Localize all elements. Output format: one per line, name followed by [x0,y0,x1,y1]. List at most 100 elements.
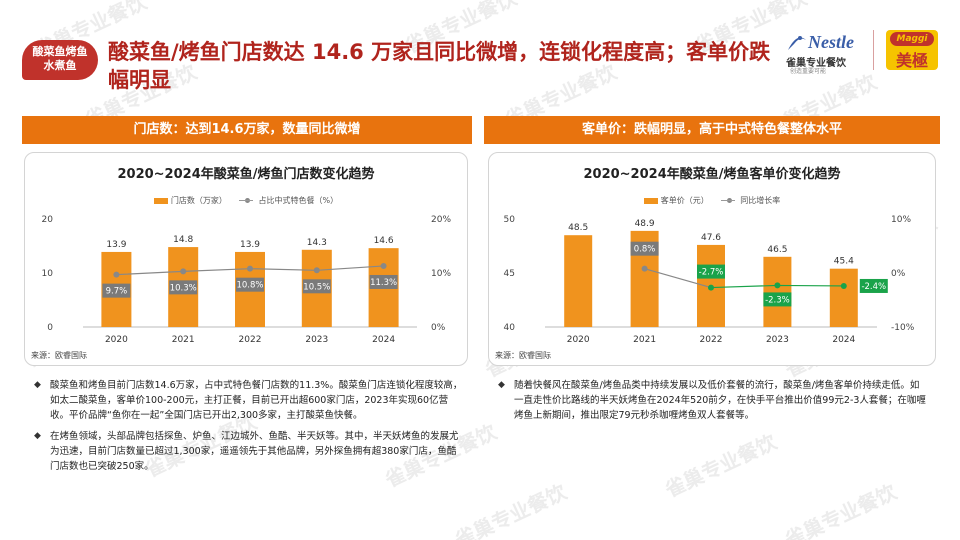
right-section-header: 客单价：跌幅明显，高于中式特色餐整体水平 [484,116,940,144]
line-point [380,262,387,269]
y2-tick-label: 0% [431,323,446,333]
line-point [708,284,714,291]
store-count-chart: 0 10 20 0% 10% 20% 13.9 2020 14.8 2021 13.9 2022 14.… [42,215,452,345]
right-bullets: 随着快餐风在酸菜鱼/烤鱼品类中持续发展以及低价套餐的流行，酸菜鱼/烤鱼客单价持续… [498,378,928,429]
store-count-chart-panel: 2020~2024年酸菜鱼/烤鱼门店数变化趋势 门店数（万家） 占比中式特色餐（… [24,152,468,366]
series-line [644,268,712,289]
y-tick-label: 0 [47,323,53,333]
x-tick-label: 2021 [172,335,195,345]
x-tick-label: 2022 [239,335,262,345]
chart-title: 2020~2024年酸菜鱼/烤鱼客单价变化趋势 [583,167,841,182]
line-value-label: -2.4% [861,282,886,292]
line-value-label: 0.8% [634,245,656,255]
maggi-chinese: 美極 [895,51,928,70]
watermark-text: 雀巢专业餐饮 [661,429,781,503]
legend-label: 占比中式特色餐（%） [258,196,339,205]
maggi-wordmark: Maggi [890,32,934,46]
line-value-label: 11.3% [370,278,397,288]
bar [829,268,858,327]
y-tick-label: 10 [42,269,54,279]
bar-value-label: 45.4 [834,257,854,267]
line-value-label: 10.5% [303,282,330,292]
legend-line-swatch [239,200,254,201]
nest-icon [788,36,806,50]
line-value-box [302,279,331,294]
x-tick-label: 2024 [372,335,395,345]
line-value-label: 9.7% [106,287,128,297]
left-section-header: 门店数：达到14.6万家，数量同比微增 [22,116,472,144]
y-tick-label: 20 [42,215,54,225]
y2-tick-label: -10% [891,323,915,333]
bar [564,235,593,327]
legend-label: 同比增长率 [740,196,781,205]
bar-value-label: 14.8 [173,235,193,245]
x-tick-label: 2024 [832,335,855,345]
line-point [113,271,120,278]
avg-spend-chart: 40 45 50 -10% 0% 10% 48.5 2020 48.9 2021 47.6 2022 4… [504,215,915,345]
legend-bar-swatch [643,197,658,204]
bullet-item: 在烤鱼领域，头部品牌包括探鱼、炉鱼、江边城外、鱼酷、半天妖等。其中，半天妖烤鱼的… [34,429,464,474]
nestle-wordmark: Nestle [808,32,854,52]
y2-tick-label: 20% [431,215,451,225]
bar-value-label: 14.3 [307,238,327,248]
x-tick-label: 2021 [633,335,656,345]
category-tag-line1: 酸菜鱼烤鱼 [32,45,88,58]
x-tick-label: 2022 [700,335,723,345]
legend-label: 客单价（元） [660,196,709,205]
page-title: 酸菜鱼/烤鱼门店数达 14.6 万家且同比微增，连锁化程度高；客单价跌幅明显 [108,40,771,92]
chart-source: 来源：欧睿国际 [31,351,87,360]
logo-divider [873,30,874,70]
line-value-label: -2.7% [699,268,724,278]
x-tick-label: 2023 [766,335,789,345]
bullet-item: 酸菜鱼和烤鱼目前门店数14.6万家，占中式特色餐门店数的11.3%。酸菜鱼门店连… [34,378,464,423]
bar-value-label: 13.9 [240,240,260,250]
y-tick-label: 40 [504,323,516,333]
category-tag-line2: 水煮鱼 [43,59,77,72]
avg-spend-chart-panel: 2020~2024年酸菜鱼/烤鱼客单价变化趋势 客单价（元） 同比增长率 40 4… [488,152,936,366]
chart-source: 来源：欧睿国际 [495,351,551,360]
line-value-label: 10.3% [170,283,197,293]
bar-value-label: 14.6 [374,236,394,246]
legend-label: 门店数（万家） [170,196,227,205]
line-value-box [763,292,792,307]
x-tick-label: 2023 [305,335,328,345]
line-value-label: 10.8% [236,281,263,291]
watermark-text: 雀巢专业餐饮 [451,479,571,540]
x-tick-label: 2020 [567,335,590,345]
chart-legend: 客单价（元） 同比增长率 [489,195,935,206]
line-value-box [102,283,131,298]
line-point [247,265,253,272]
y2-tick-label: 10% [891,215,911,225]
left-bullets: 酸菜鱼和烤鱼目前门店数14.6万家，占中式特色餐门店数的11.3%。酸菜鱼门店连… [34,378,464,480]
line-value-box [236,277,264,292]
legend-line-swatch [721,200,736,201]
bar-value-label: 47.6 [701,233,721,243]
watermark-text: 雀巢专业餐饮 [781,479,901,540]
line-value-box [369,274,398,289]
line-point [313,267,320,274]
line-value-box [859,278,888,293]
maggi-logo: Maggi 美極 [886,30,938,70]
nestle-logo: Nestle 雀巢专业餐饮 创造重要可能 [786,28,868,75]
x-tick-label: 2020 [105,335,128,345]
bar-value-label: 48.5 [568,223,588,233]
bar [763,256,792,327]
line-point [774,282,781,289]
chart-legend: 门店数（万家） 占比中式特色餐（%） [25,195,467,206]
y-tick-label: 45 [504,269,515,279]
line-value-box [697,264,725,279]
bar-value-label: 46.5 [767,245,787,255]
line-value-box [630,241,659,256]
bar-value-label: 13.9 [106,240,126,250]
nestle-slogan: 创造重要可能 [790,68,827,75]
line-value-label: -2.3% [765,295,790,305]
line-value-box [169,280,198,295]
line-point [180,268,187,275]
category-tag: 酸菜鱼烤鱼 水煮鱼 [22,40,98,80]
y2-tick-label: 10% [431,269,451,279]
bullet-item: 随着快餐风在酸菜鱼/烤鱼品类中持续发展以及低价套餐的流行，酸菜鱼/烤鱼客单价持续… [498,378,928,423]
legend-bar-swatch [153,197,168,204]
nestle-subtitle: 雀巢专业餐饮 [786,58,846,69]
line-point [641,265,648,272]
y-tick-label: 50 [504,215,516,225]
